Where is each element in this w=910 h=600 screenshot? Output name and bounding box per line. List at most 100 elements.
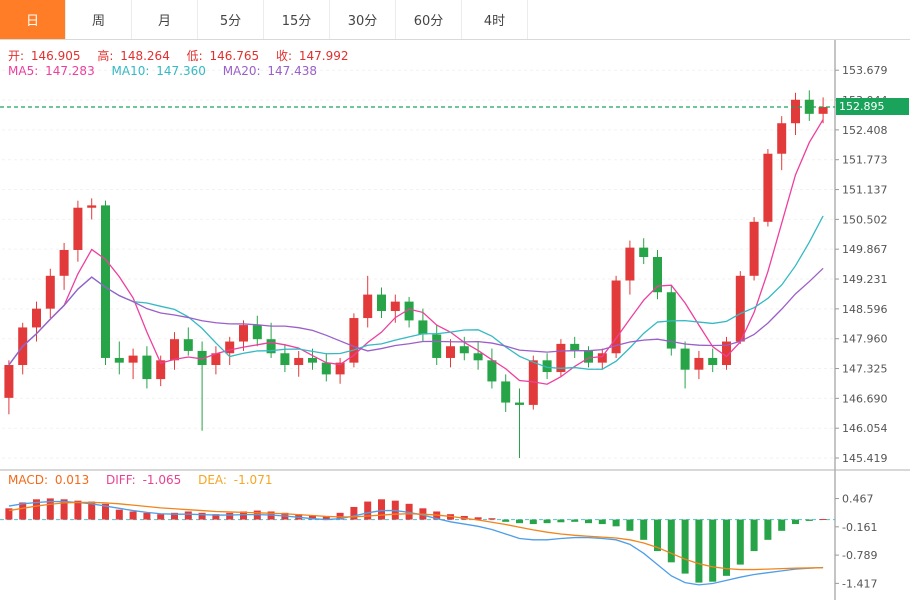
candle-body [390, 301, 400, 312]
tab-5min[interactable]: 5分 [198, 0, 264, 39]
macd-histogram-bar [750, 519, 758, 552]
candle-body [73, 207, 83, 250]
macd-histogram-bar [198, 512, 206, 520]
candle-body [501, 381, 511, 403]
macd-histogram-bar [5, 508, 13, 520]
price-axis-label: 148.596 [842, 303, 888, 316]
macd-histogram-bar [516, 519, 523, 524]
macd-histogram-bar [529, 519, 537, 525]
macd-histogram-bar [240, 511, 247, 520]
macd-histogram-bar [60, 499, 68, 520]
tab-week[interactable]: 周 [66, 0, 132, 39]
ma5-line [8, 119, 824, 385]
macd-histogram-bar [571, 519, 579, 522]
macd-axis: 0.467 -0.161 -0.789 -1.417 [835, 493, 877, 590]
tab-60min[interactable]: 60分 [396, 0, 462, 39]
candle-body [487, 360, 497, 382]
macd-histogram-bar [585, 519, 592, 524]
candle-body [197, 350, 207, 366]
macd-histogram-bar [364, 501, 372, 520]
candle-body [59, 249, 69, 276]
macd-axis-label: -1.417 [842, 577, 877, 590]
macd-histogram-bar [405, 503, 413, 520]
price-gridlines [2, 69, 835, 459]
candle-body [653, 257, 662, 293]
price-axis-label: 146.054 [842, 422, 888, 435]
candle-body [639, 247, 649, 258]
candle-body [735, 275, 745, 342]
ma-readout: MA5: 147.283 MA10: 147.360 MA20: 147.438 [8, 64, 330, 78]
candle-body [818, 107, 828, 114]
candle-body [473, 353, 483, 361]
candle-body [32, 308, 41, 328]
macd-histogram-bar [212, 514, 220, 520]
candle-body [335, 362, 345, 375]
macd-axis-label: -0.161 [842, 521, 877, 534]
macd-histogram-bar [226, 512, 234, 520]
macd-histogram-bar [709, 519, 717, 582]
tab-day[interactable]: 日 [0, 0, 66, 39]
macd-histogram-bar [378, 499, 385, 520]
tab-4hour[interactable]: 4时 [462, 0, 528, 39]
dea-line [8, 501, 824, 571]
candle-body [625, 247, 635, 281]
macd-histogram-bar [115, 509, 123, 520]
macd-histogram-bar [819, 518, 827, 520]
ma10-line [8, 215, 824, 370]
macd-histogram-bar [502, 519, 510, 522]
macd-histogram-bar [543, 519, 551, 524]
candle-body [183, 339, 193, 351]
macd-histogram-bar [723, 519, 730, 576]
candle-body [570, 343, 580, 351]
candle-body [225, 341, 235, 354]
candle-body [680, 348, 690, 370]
candle-body [446, 346, 455, 358]
price-axis-label: 152.408 [842, 124, 888, 137]
macd-histogram-bar [474, 517, 482, 520]
diff-label: DIFF: [106, 473, 136, 487]
candle-body [377, 294, 386, 312]
timeframe-tabbar: 日周月 5分 15分 30分 60分 4时 [0, 0, 910, 40]
ma5-line [8, 119, 824, 385]
candle-body [294, 357, 304, 366]
candle-body [418, 320, 428, 335]
ma20-line [8, 267, 824, 366]
open-label: 开: [8, 49, 25, 63]
macd-label: MACD: [8, 473, 49, 487]
high-value: 148.264 [120, 49, 170, 63]
open-value: 146.905 [30, 49, 81, 63]
macd-axis-label: 0.467 [842, 493, 874, 506]
ma20-line [8, 267, 824, 366]
candle-body [128, 355, 138, 363]
tab-15min[interactable]: 15分 [264, 0, 330, 39]
candlestick-chart-canvas[interactable]: 153.679153.044152.408151.773151.137150.5… [0, 40, 910, 600]
price-axis-label: 150.502 [842, 213, 888, 226]
candle-body [404, 301, 414, 321]
candle-body [459, 346, 469, 354]
tab-30min[interactable]: 30分 [330, 0, 396, 39]
candle-body [777, 123, 787, 154]
ma20-value: 147.438 [267, 64, 318, 78]
macd-histogram-bar [19, 502, 27, 520]
macd-histogram-bar [129, 511, 137, 520]
macd-histogram [5, 498, 827, 583]
candle-body [321, 362, 331, 375]
dea-value: -1.071 [233, 473, 273, 487]
ma5-value: 147.283 [45, 64, 95, 78]
close-label: 收: [275, 49, 293, 63]
candle-body [239, 325, 248, 342]
tab-month[interactable]: 月 [132, 0, 198, 39]
macd-histogram-bar [736, 519, 744, 565]
macd-histogram-bar [695, 519, 703, 583]
macd-value: 0.013 [54, 473, 90, 487]
macd-histogram-bar [74, 500, 82, 520]
ma10-value: 147.360 [156, 64, 206, 78]
macd-histogram-bar [88, 501, 96, 520]
price-axis-label: 147.960 [842, 333, 888, 346]
ma10-label: MA10: [111, 64, 150, 78]
macd-histogram-bar [778, 519, 786, 531]
candle-body [694, 357, 704, 370]
price-axis: 153.679153.044152.408151.773151.137150.5… [834, 40, 888, 600]
macd-histogram-bar [654, 519, 661, 552]
